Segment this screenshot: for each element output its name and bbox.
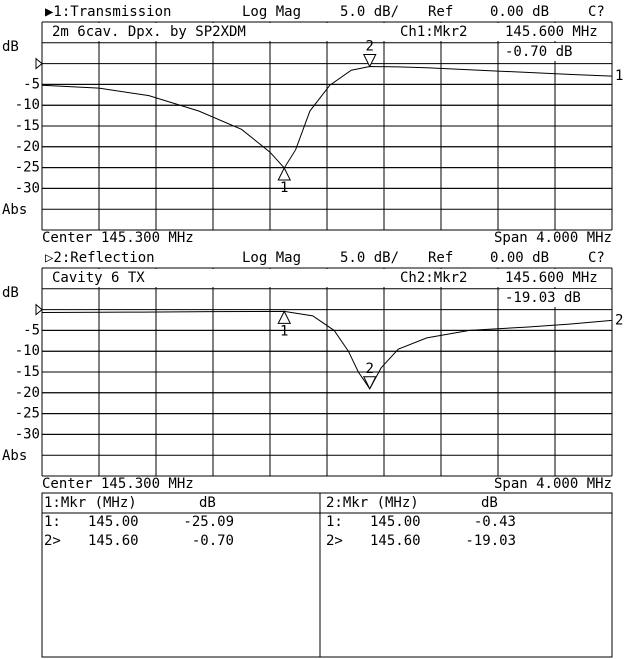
marker-value: -19.03 dB: [505, 290, 581, 306]
table-cell: -25.09: [183, 514, 234, 530]
header-ref-value-label: 0.00 dB: [490, 250, 549, 266]
table-cell: 1:: [326, 514, 343, 530]
header-channel-label: ▷2:Reflection: [45, 250, 155, 266]
chart-title: 2m 6cav. Dpx. by SP2XDM: [52, 24, 246, 40]
header-scale: 5.0 dB/: [340, 250, 399, 266]
header-cal: C?: [588, 4, 605, 20]
table-header: 2:Mkr (MHz): [326, 495, 419, 511]
center-label: Center 145.300 MHz: [42, 476, 194, 492]
table-header: dB: [481, 495, 498, 511]
table-cell: 2>: [326, 533, 343, 549]
y-tick-label: -20: [15, 385, 40, 401]
marker: [362, 54, 377, 68]
table-cell: 145.60: [88, 533, 139, 549]
trace: [41, 66, 613, 169]
center-label: Center 145.300 MHz: [42, 230, 194, 246]
header-cal: C?: [588, 250, 605, 266]
table-cell: 145.60: [370, 533, 421, 549]
marker-value-bg: [500, 289, 610, 307]
marker-label: 2: [366, 361, 374, 377]
marker: [362, 376, 377, 390]
trace: [41, 310, 613, 390]
y-tick-label: -5: [23, 322, 40, 338]
table-cell: 1:: [44, 514, 61, 530]
y-tick-label: -10: [15, 97, 40, 113]
table-cell: -0.70: [192, 533, 234, 549]
y-mode: Abs: [2, 202, 27, 218]
header-ref-value-label: 0.00 dB: [490, 4, 549, 20]
header-format: Log Mag: [242, 4, 301, 20]
table-header: dB: [199, 495, 216, 511]
ref-arrow: [35, 303, 43, 316]
y-tick-label: -5: [23, 76, 40, 92]
span-label: Span 4.000 MHz: [494, 476, 612, 492]
y-tick-label: -25: [15, 160, 40, 176]
y-tick-label: -25: [15, 406, 40, 422]
header-format: Log Mag: [242, 250, 301, 266]
header-scale: 5.0 dB/: [340, 4, 399, 20]
y-unit: dB: [2, 285, 19, 301]
table-cell: 2>: [44, 533, 61, 549]
marker-label: 1: [280, 323, 288, 339]
y-tick-label: -10: [15, 343, 40, 359]
table-cell: 145.00: [370, 514, 421, 530]
marker-freq: 145.600 MHz: [505, 24, 598, 40]
header-channel-label: ▶1:Transmission: [45, 4, 171, 20]
y-tick-label: -15: [15, 118, 40, 134]
marker-label: 2: [366, 39, 374, 55]
table-box: [41, 492, 613, 658]
ref-arrow: [35, 57, 43, 70]
marker-channel: Ch1:Mkr2: [400, 24, 467, 40]
table-cell: -19.03: [465, 533, 516, 549]
y-mode: Abs: [2, 448, 27, 464]
chart-title: Cavity 6 TX: [52, 270, 145, 286]
y-unit: dB: [2, 39, 19, 55]
trace-label: 1: [615, 68, 623, 84]
title-bg: [43, 269, 611, 287]
title-bg: [43, 23, 611, 41]
y-tick-label: -15: [15, 364, 40, 380]
y-tick-label: -20: [15, 139, 40, 155]
trace-label: 2: [615, 312, 623, 328]
header-ref-label: Ref: [428, 250, 453, 266]
table-cell: -0.43: [474, 514, 516, 530]
table-header: 1:Mkr (MHz): [44, 495, 137, 511]
y-tick-label: -30: [15, 426, 40, 442]
header-ref-label: Ref: [428, 4, 453, 20]
marker-channel: Ch2:Mkr2: [400, 270, 467, 286]
marker-value: -0.70 dB: [505, 44, 572, 60]
marker: [277, 310, 292, 324]
marker-label: 1: [280, 180, 288, 196]
marker-value-bg: [500, 43, 610, 61]
y-tick-label: -30: [15, 180, 40, 196]
span-label: Span 4.000 MHz: [494, 230, 612, 246]
marker-freq: 145.600 MHz: [505, 270, 598, 286]
table-cell: 145.00: [88, 514, 139, 530]
marker: [277, 166, 292, 181]
